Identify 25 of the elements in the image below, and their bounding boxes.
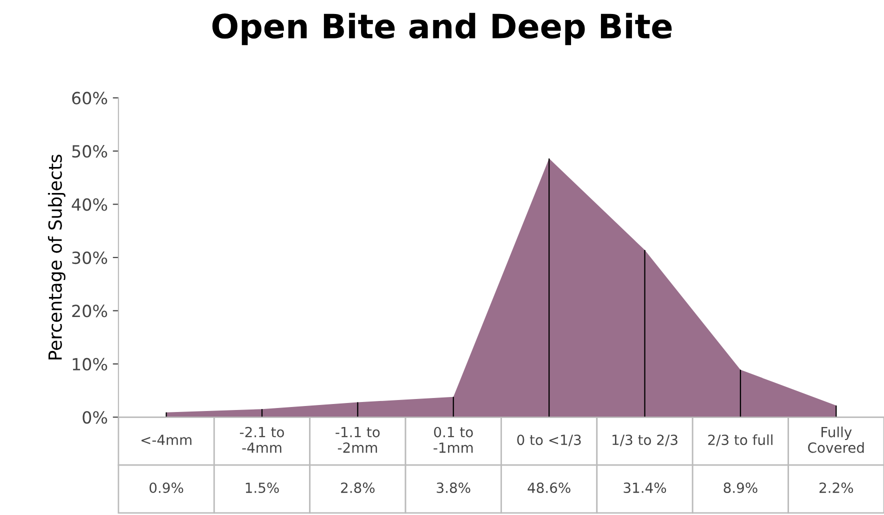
text: 48.6% [528,482,570,494]
text: 1.5% [246,482,279,494]
text: 8.9% [724,482,758,494]
y-axis-title: Percentage of Subjects [48,154,66,360]
x-tick-label: Fully Covered [808,426,864,453]
y-tick-label: 30% [72,251,108,264]
y-tick-label: 0% [82,411,108,424]
x-tick-label: 1/3 to 2/3 [612,434,678,446]
x-tick-label: 0 to <1/3 [517,434,581,446]
x-tick-label: -2.1 to -4mm [240,426,284,453]
text: 0.9% [150,482,184,494]
text: 2.8% [341,482,375,494]
y-tick-label: 50% [72,145,108,158]
y-tick-label: 10% [72,358,108,370]
text: 3.8% [436,482,470,494]
text: 31.4% [624,482,666,494]
x-tick-label: 2/3 to full [708,434,772,446]
text: 2.2% [820,482,854,494]
x-tick-label: <-4mm [142,434,192,445]
y-tick-label: 40% [72,198,108,211]
y-tick-label: 20% [72,304,108,318]
chart-title: Open Bite and Deep Bite [212,12,672,46]
x-tick-label: 0.1 to -1mm [434,426,473,453]
x-tick-label: -1.1 to -2mm [336,427,380,453]
y-tick-label: 60% [72,92,108,104]
